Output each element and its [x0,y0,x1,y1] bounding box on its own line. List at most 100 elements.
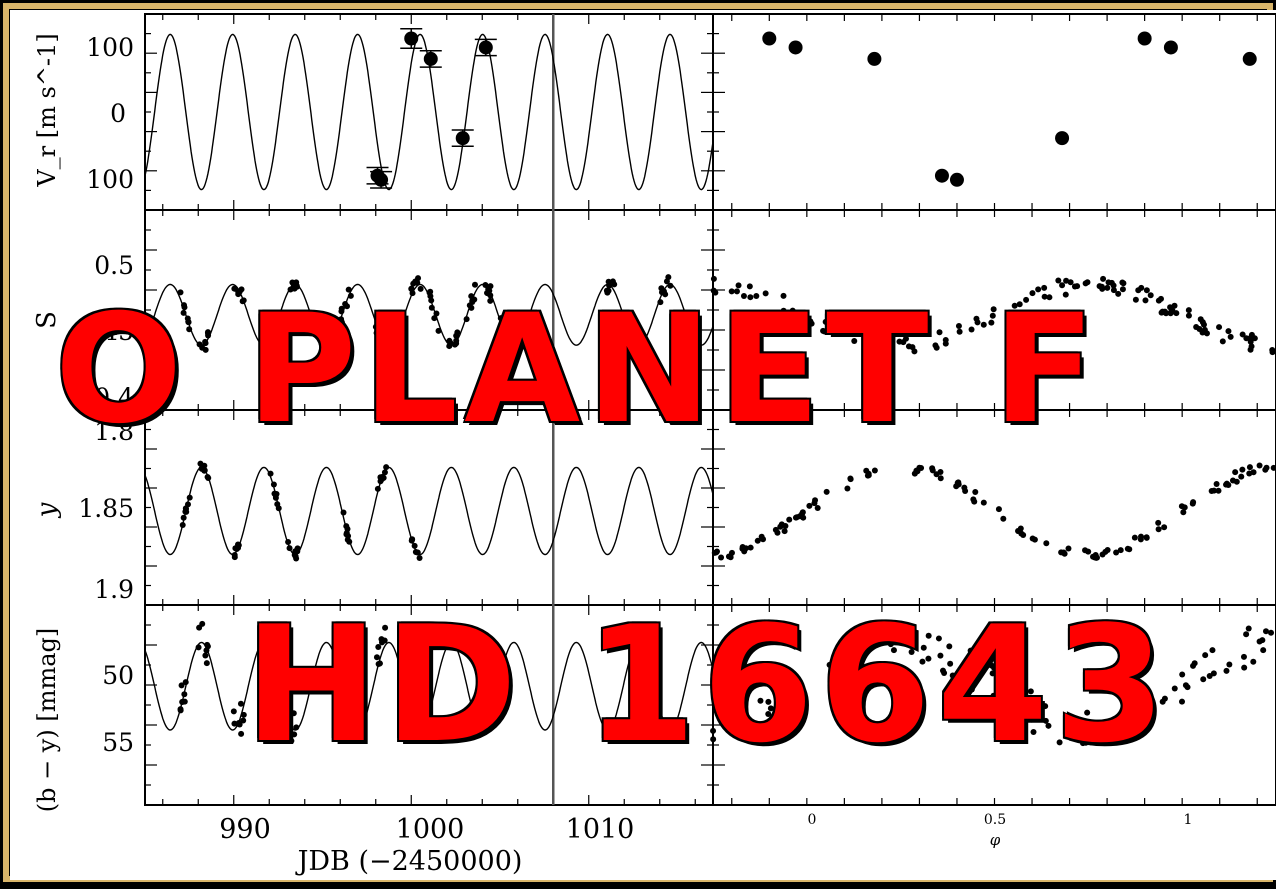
phase-data-point [1028,716,1035,723]
phase-data-point [739,545,746,552]
data-point [270,481,277,488]
data-point [346,538,353,545]
rv-point [455,131,470,146]
phase-data-point [1091,554,1098,561]
phase-data-point [789,307,796,314]
phase-data-point [1263,464,1270,471]
phase-data-point [863,334,870,341]
data-point [240,711,247,718]
phase-data-point [1229,477,1236,484]
data-point [487,292,494,299]
phase-data-point [1082,739,1089,746]
phase-data-point [1067,279,1074,286]
phase-data-point [989,312,996,319]
phase-data-point [929,467,936,474]
phase-data-point [1063,277,1070,284]
phase-data-point [1132,296,1139,303]
phase-data-point [1000,515,1007,522]
phase-data-point [771,718,778,725]
data-point [202,338,209,345]
phase-data-point [1171,685,1178,692]
data-point [408,285,415,292]
phase-data-point [855,665,862,672]
phase-data-point [1213,480,1220,487]
phase-data-point [1110,282,1117,289]
data-point [273,314,280,321]
phase-data-point [791,708,798,715]
phase-data-point [754,537,761,544]
phase-data-point [1071,717,1078,724]
data-point [341,713,348,720]
ytick-label: 0.45 [78,317,134,346]
data-point [427,288,434,295]
phase-data-point [1247,338,1254,345]
phase-data-point [965,673,972,680]
phase-data-point [721,715,728,722]
phase-data-point [1035,286,1042,293]
data-point [275,505,282,512]
phase-data-point [710,736,717,743]
phase-data-point [1104,547,1111,554]
phase-data-point [1055,277,1062,284]
phase-data-point [1210,670,1217,677]
phase-data-point [1104,739,1111,746]
phase-data-point [991,664,998,671]
phase-data-point [710,727,717,734]
phase-data-point [1147,292,1154,299]
data-point [414,279,421,286]
data-point [196,624,203,631]
data-point [186,326,193,333]
data-point [471,281,478,288]
phase-data-point [852,327,859,334]
phase-data-point [1029,290,1036,297]
data-point [180,514,187,521]
phase-data-point [1084,709,1091,716]
phase-data-point [1059,282,1066,289]
phase-data-point [840,658,847,665]
data-point [186,494,193,501]
rv-phase-point [1163,40,1178,55]
phase-data-point [1016,301,1023,308]
phase-data-point [847,475,854,482]
phase-data-point [1240,653,1247,660]
data-point [240,717,247,724]
phase-data-point [1083,731,1090,738]
phase-data-point [1030,729,1037,736]
phase-data-point [1185,307,1192,314]
phase-data-point [1099,285,1106,292]
phase-data-point [753,293,760,300]
rv-phase-point [788,40,803,55]
data-point [340,509,347,516]
phase-data-point [1180,509,1187,516]
phase-data-point [920,644,927,651]
data-point [381,469,388,476]
phase-data-point [1225,481,1232,488]
data-point [178,682,185,689]
phase-data-point [989,670,996,677]
ytick-label: 55 [102,728,134,757]
phase-data-point [935,635,942,642]
phase-data-point [1256,462,1263,469]
data-point [500,330,507,337]
phase-data-point [1191,660,1198,667]
phase-data-point [786,516,793,523]
ytick-label: 50 [102,661,134,690]
phase-data-point [1169,307,1176,314]
data-point [340,692,347,699]
phase-data-point [1239,466,1246,473]
rv-phase-point [1242,51,1257,66]
phase-data-point [908,649,915,656]
yaxis-label-y: y [32,502,62,518]
phase-data-point [967,665,974,672]
phase-data-point [735,710,742,717]
data-point [667,282,674,289]
phase-data-point [1042,703,1049,710]
phase-data-point [1062,291,1069,298]
phase-data-point [1216,324,1223,331]
data-point [266,653,273,660]
phase-data-point [971,498,978,505]
phase-data-point [762,290,769,297]
data-point [372,323,379,330]
phase-data-point [737,721,744,728]
rv-phase-point [867,51,882,66]
